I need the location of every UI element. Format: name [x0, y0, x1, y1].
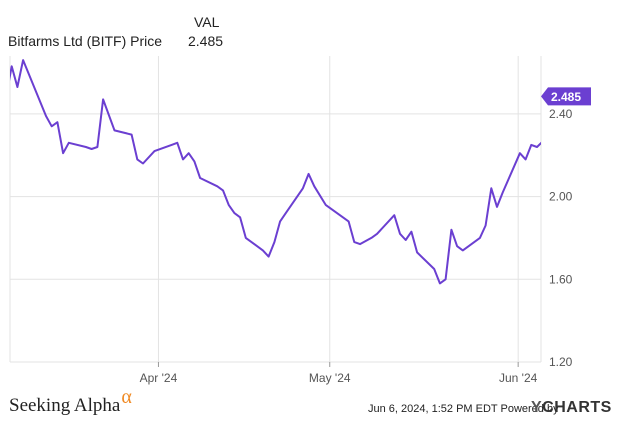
legend-series-name: Bitfarms Ltd (BITF) Price: [8, 33, 163, 49]
seeking-alpha-logo: Seeking Alphaα: [9, 386, 132, 417]
chart-labels: 2.485: [541, 87, 591, 106]
ycharts-y: Y: [531, 399, 543, 416]
powered-by-text: Powered by: [500, 403, 559, 415]
legend-header: VAL: [194, 14, 220, 30]
chart-series: [10, 59, 541, 285]
chart-axes: 1.20 1.60 2.00 2.40 Apr '24 May '24 Jun '24: [140, 107, 573, 385]
ycharts-logo: YCHARTS: [531, 399, 612, 417]
y-tick-label: 2.40: [549, 107, 573, 121]
timestamp-text: Jun 6, 2024, 1:52 PM EDT: [368, 403, 498, 415]
y-tick-label: 2.00: [549, 190, 573, 204]
y-tick-label: 1.60: [549, 272, 573, 286]
y-tick-label: 1.20: [549, 355, 573, 369]
alpha-icon: α: [121, 386, 132, 408]
x-tick-label: May '24: [309, 371, 351, 385]
end-value-label: 2.485: [551, 90, 581, 104]
ycharts-rest: CHARTS: [542, 399, 612, 416]
x-tick-label: Apr '24: [140, 371, 178, 385]
legend-series-value: 2.485: [188, 33, 224, 49]
x-tick-label: Jun '24: [499, 371, 538, 385]
chart-grid: [9, 56, 542, 363]
series-line: [10, 59, 541, 285]
footer-timestamp: Jun 6, 2024, 1:52 PM EDT Powered by: [368, 403, 559, 415]
end-value-badge: [541, 87, 591, 106]
brand-text: Seeking Alpha: [9, 395, 121, 416]
